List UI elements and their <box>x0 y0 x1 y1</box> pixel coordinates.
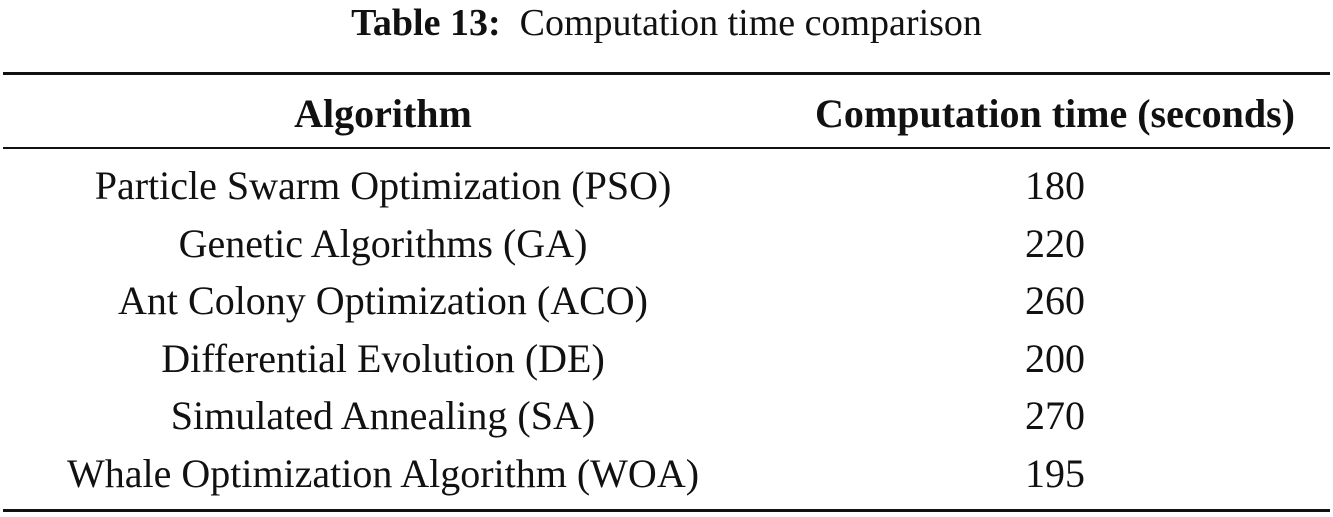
cell-computation-time: 270 <box>1025 393 1085 438</box>
caption-label: Table 13: <box>351 2 501 44</box>
header-algorithm: Algorithm <box>294 91 472 136</box>
cell-computation-time: 195 <box>1025 450 1085 496</box>
bottom-rule <box>3 509 1330 512</box>
cell-algorithm: Simulated Annealing (SA) <box>170 393 596 438</box>
cell-algorithm: Genetic Algorithms (GA) <box>178 220 588 266</box>
cell-algorithm: Whale Optimization Algorithm (WOA) <box>66 450 700 496</box>
cell-computation-time: 260 <box>1025 278 1085 323</box>
cell-algorithm: Differential Evolution (DE) <box>161 335 605 381</box>
cell-computation-time: 220 <box>1025 220 1085 266</box>
table-caption: Table 13: Computation time comparison <box>0 0 1333 46</box>
caption-text: Computation time comparison <box>519 2 982 44</box>
top-rule <box>3 72 1330 75</box>
cell-computation-time: 200 <box>1025 335 1085 381</box>
header-computation-time: Computation time (seconds) <box>815 91 1295 136</box>
cell-algorithm: Particle Swarm Optimization (PSO) <box>94 163 672 208</box>
cell-computation-time: 180 <box>1025 163 1085 208</box>
cell-algorithm: Ant Colony Optimization (ACO) <box>118 278 648 323</box>
header-rule <box>3 147 1330 149</box>
